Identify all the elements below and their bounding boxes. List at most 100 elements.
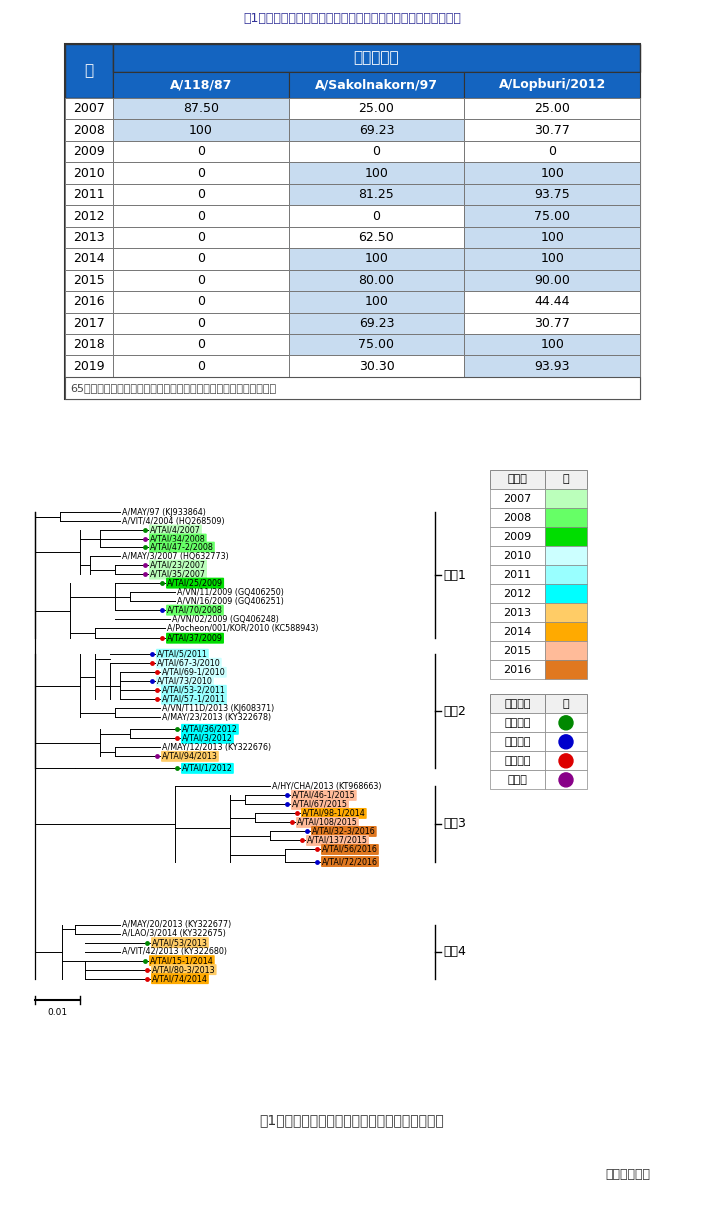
Text: 2011: 2011 xyxy=(503,569,532,579)
Bar xyxy=(65,141,113,162)
Text: 0: 0 xyxy=(372,145,381,159)
Text: 0: 0 xyxy=(197,359,205,373)
Text: A/TAI/98-1/2014: A/TAI/98-1/2014 xyxy=(302,809,366,818)
Bar xyxy=(465,248,640,269)
Bar xyxy=(465,141,640,162)
Bar xyxy=(490,770,545,790)
Text: A/TAI/4/2007: A/TAI/4/2007 xyxy=(150,525,201,535)
Bar xyxy=(490,622,545,641)
Text: 2007: 2007 xyxy=(73,102,105,116)
Bar xyxy=(113,335,288,355)
Bar xyxy=(113,355,288,376)
Bar xyxy=(113,226,288,248)
Text: A/Pocheon/001/KOR/2010 (KC588943): A/Pocheon/001/KOR/2010 (KC588943) xyxy=(167,624,319,632)
Text: 0: 0 xyxy=(372,209,381,223)
Text: 93.93: 93.93 xyxy=(534,359,570,373)
Text: A/TAI/56/2016: A/TAI/56/2016 xyxy=(322,845,378,854)
Text: A/TAI/15-1/2014: A/TAI/15-1/2014 xyxy=(150,956,214,966)
Text: ワクチン株: ワクチン株 xyxy=(354,50,399,65)
Circle shape xyxy=(559,754,573,768)
Text: A/MAY/97 (KJ933864): A/MAY/97 (KJ933864) xyxy=(122,508,206,517)
Text: 0: 0 xyxy=(197,166,205,180)
Text: 80.00: 80.00 xyxy=(359,274,395,287)
Text: 100: 100 xyxy=(540,166,564,180)
Bar xyxy=(288,119,465,141)
Text: 93.75: 93.75 xyxy=(534,188,570,200)
Text: A/TAI/74/2014: A/TAI/74/2014 xyxy=(152,974,208,983)
Bar xyxy=(65,292,113,312)
Text: 0.01: 0.01 xyxy=(47,1007,67,1017)
Bar xyxy=(545,732,587,752)
Bar xyxy=(465,205,640,226)
Text: A/HY/CHA/2013 (KT968663): A/HY/CHA/2013 (KT968663) xyxy=(272,782,381,791)
Text: 100: 100 xyxy=(540,252,564,266)
Text: A/TAI/137/2015: A/TAI/137/2015 xyxy=(307,836,368,845)
Bar xyxy=(490,603,545,622)
Bar xyxy=(288,355,465,376)
Text: 0: 0 xyxy=(197,317,205,330)
Bar xyxy=(545,661,587,679)
Text: 2007: 2007 xyxy=(503,493,532,503)
Bar xyxy=(490,508,545,526)
Bar xyxy=(113,119,288,141)
Bar xyxy=(465,162,640,183)
Bar xyxy=(545,490,587,508)
Circle shape xyxy=(559,772,573,787)
Bar xyxy=(545,565,587,584)
Text: 系統2: 系統2 xyxy=(443,705,466,718)
Text: 年: 年 xyxy=(85,64,94,79)
Text: 2019: 2019 xyxy=(73,359,105,373)
Text: 0: 0 xyxy=(197,295,205,309)
Text: 2008: 2008 xyxy=(73,124,105,137)
Bar xyxy=(490,713,545,732)
Bar xyxy=(65,376,640,399)
Bar xyxy=(465,269,640,292)
Text: A/TAI/70/2008: A/TAI/70/2008 xyxy=(167,605,223,615)
Text: A/TAI/35/2007: A/TAI/35/2007 xyxy=(150,569,206,578)
Text: 69.23: 69.23 xyxy=(359,124,394,137)
Text: A/TAI/80-3/2013: A/TAI/80-3/2013 xyxy=(152,966,216,974)
Bar xyxy=(288,98,465,119)
Bar xyxy=(545,508,587,526)
Bar xyxy=(65,355,113,376)
Bar xyxy=(113,162,288,183)
Bar xyxy=(288,248,465,269)
Text: 2014: 2014 xyxy=(503,627,532,637)
Text: 北東地域: 北東地域 xyxy=(504,718,531,728)
Bar xyxy=(113,292,288,312)
Text: A/VN/16/2009 (GQ406251): A/VN/16/2009 (GQ406251) xyxy=(177,597,284,605)
Bar xyxy=(288,73,465,98)
Bar xyxy=(113,269,288,292)
Bar xyxy=(65,312,113,335)
Text: （深井克彦）: （深井克彦） xyxy=(605,1168,650,1182)
Text: A/TAI/25/2009: A/TAI/25/2009 xyxy=(167,578,223,588)
Bar xyxy=(65,335,113,355)
Text: 30.77: 30.77 xyxy=(534,124,570,137)
Text: 北西地域: 北西地域 xyxy=(504,737,531,747)
Bar xyxy=(490,490,545,508)
Bar xyxy=(113,205,288,226)
Text: A/TAI/73/2010: A/TAI/73/2010 xyxy=(157,676,213,686)
Text: 30.77: 30.77 xyxy=(534,317,570,330)
Bar xyxy=(490,661,545,679)
Text: 0: 0 xyxy=(197,209,205,223)
Text: 0: 0 xyxy=(197,188,205,200)
Text: A/TAI/32-3/2016: A/TAI/32-3/2016 xyxy=(312,827,376,836)
Text: 2010: 2010 xyxy=(73,166,105,180)
Bar xyxy=(545,528,587,546)
Text: 25.00: 25.00 xyxy=(534,102,570,116)
Bar xyxy=(545,584,587,603)
Bar xyxy=(465,312,640,335)
Bar xyxy=(113,248,288,269)
Bar xyxy=(288,183,465,205)
Bar xyxy=(465,355,640,376)
Bar xyxy=(545,694,587,713)
Bar xyxy=(465,98,640,119)
Text: 0: 0 xyxy=(548,145,556,159)
Text: A/VN/T11D/2013 (KJ608371): A/VN/T11D/2013 (KJ608371) xyxy=(162,704,274,713)
Bar xyxy=(288,292,465,312)
Bar xyxy=(288,226,465,248)
Text: 系統4: 系統4 xyxy=(443,945,466,958)
Text: 87.50: 87.50 xyxy=(183,102,219,116)
Text: A/MAY/20/2013 (KY322677): A/MAY/20/2013 (KY322677) xyxy=(122,920,231,929)
